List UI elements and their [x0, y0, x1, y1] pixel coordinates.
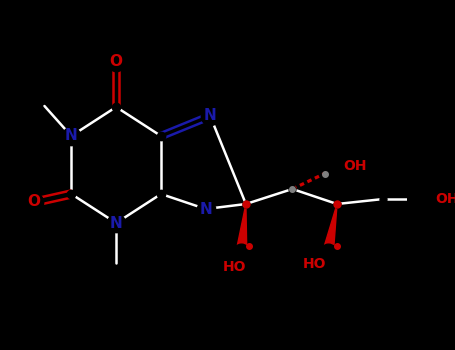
Text: O: O — [110, 55, 123, 70]
Polygon shape — [236, 204, 247, 253]
Text: HO: HO — [303, 257, 326, 271]
Text: N: N — [199, 202, 212, 217]
Text: N: N — [204, 108, 217, 124]
Polygon shape — [323, 204, 337, 253]
Text: HO: HO — [222, 260, 246, 274]
Text: O: O — [27, 195, 40, 210]
Text: N: N — [110, 216, 122, 231]
Text: OH: OH — [343, 159, 367, 173]
Text: OH: OH — [435, 192, 455, 206]
Text: N: N — [65, 128, 78, 143]
